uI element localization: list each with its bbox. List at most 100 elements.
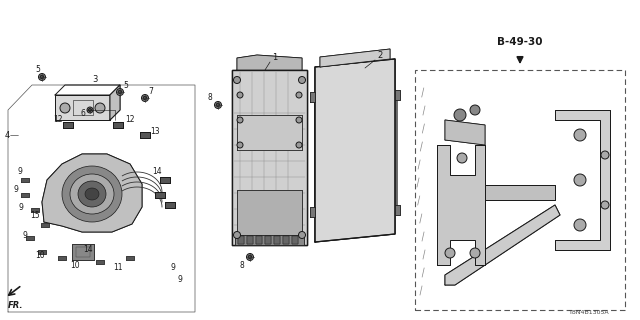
Circle shape: [298, 231, 305, 238]
Circle shape: [237, 92, 243, 98]
Text: T8N4B1305A: T8N4B1305A: [570, 309, 610, 315]
Circle shape: [457, 153, 467, 163]
Polygon shape: [235, 235, 304, 245]
Polygon shape: [292, 236, 298, 244]
Circle shape: [88, 108, 92, 111]
Text: 14: 14: [152, 167, 162, 177]
Polygon shape: [283, 236, 289, 244]
Polygon shape: [126, 256, 134, 260]
Polygon shape: [445, 205, 560, 285]
Text: 10: 10: [70, 260, 80, 269]
Circle shape: [38, 74, 45, 81]
Circle shape: [454, 109, 466, 121]
Text: 15: 15: [30, 211, 40, 220]
Text: 8: 8: [239, 260, 244, 269]
FancyBboxPatch shape: [315, 87, 397, 217]
Polygon shape: [445, 120, 485, 145]
Text: 9: 9: [13, 186, 19, 195]
Circle shape: [234, 231, 241, 238]
Circle shape: [298, 76, 305, 84]
Circle shape: [237, 117, 243, 123]
Circle shape: [601, 151, 609, 159]
Polygon shape: [165, 202, 175, 208]
Polygon shape: [274, 236, 280, 244]
Polygon shape: [113, 122, 123, 128]
Text: 9: 9: [17, 167, 22, 177]
Polygon shape: [42, 154, 142, 232]
Circle shape: [143, 96, 147, 100]
Polygon shape: [31, 208, 39, 212]
Polygon shape: [310, 207, 315, 217]
Bar: [415, 70, 625, 310]
Polygon shape: [310, 92, 315, 102]
Text: 3: 3: [92, 76, 98, 84]
Circle shape: [574, 129, 586, 141]
Polygon shape: [247, 236, 253, 244]
Circle shape: [246, 253, 253, 260]
Text: 6: 6: [81, 108, 85, 117]
Text: 10: 10: [35, 251, 45, 260]
Circle shape: [237, 142, 243, 148]
Text: 14: 14: [83, 245, 93, 254]
Polygon shape: [21, 178, 29, 182]
Polygon shape: [41, 223, 49, 227]
Polygon shape: [140, 132, 150, 138]
Ellipse shape: [78, 181, 106, 207]
Polygon shape: [155, 192, 165, 198]
Text: 9: 9: [177, 276, 182, 284]
Circle shape: [87, 107, 93, 113]
Ellipse shape: [85, 188, 99, 200]
Polygon shape: [395, 90, 400, 100]
Polygon shape: [21, 193, 29, 197]
Circle shape: [296, 142, 302, 148]
Text: 11: 11: [113, 263, 123, 273]
Text: 12: 12: [125, 116, 135, 124]
Circle shape: [574, 219, 586, 231]
Text: 7: 7: [148, 87, 154, 97]
Text: 5: 5: [124, 82, 129, 91]
Polygon shape: [238, 236, 244, 244]
Text: 9: 9: [19, 203, 24, 212]
Polygon shape: [485, 185, 555, 200]
Polygon shape: [265, 236, 271, 244]
Polygon shape: [26, 236, 34, 240]
Circle shape: [214, 101, 221, 108]
Polygon shape: [315, 59, 395, 242]
Circle shape: [40, 75, 44, 79]
Circle shape: [116, 89, 124, 95]
Polygon shape: [58, 256, 66, 260]
FancyBboxPatch shape: [331, 106, 381, 193]
Circle shape: [95, 103, 105, 113]
Circle shape: [234, 76, 241, 84]
Text: 12: 12: [53, 116, 63, 124]
Circle shape: [118, 90, 122, 94]
Polygon shape: [110, 85, 120, 120]
Polygon shape: [237, 55, 302, 70]
Polygon shape: [38, 250, 46, 254]
Circle shape: [296, 117, 302, 123]
Polygon shape: [256, 236, 262, 244]
Text: 8: 8: [207, 93, 212, 102]
Text: 9: 9: [171, 263, 175, 273]
Text: 9: 9: [22, 230, 28, 239]
Circle shape: [470, 105, 480, 115]
Circle shape: [574, 174, 586, 186]
Polygon shape: [437, 145, 485, 265]
Circle shape: [248, 255, 252, 259]
Text: FR.: FR.: [8, 300, 24, 309]
Polygon shape: [160, 177, 170, 183]
Circle shape: [60, 103, 70, 113]
Polygon shape: [63, 122, 73, 128]
Ellipse shape: [70, 174, 114, 214]
Polygon shape: [237, 115, 302, 150]
Polygon shape: [237, 190, 302, 240]
Text: 5: 5: [36, 66, 40, 75]
Polygon shape: [320, 49, 390, 67]
Polygon shape: [555, 110, 610, 250]
Text: B-49-30: B-49-30: [497, 37, 543, 47]
Circle shape: [296, 92, 302, 98]
Circle shape: [141, 94, 148, 101]
Polygon shape: [72, 244, 94, 260]
Circle shape: [216, 103, 220, 107]
Polygon shape: [232, 70, 307, 245]
